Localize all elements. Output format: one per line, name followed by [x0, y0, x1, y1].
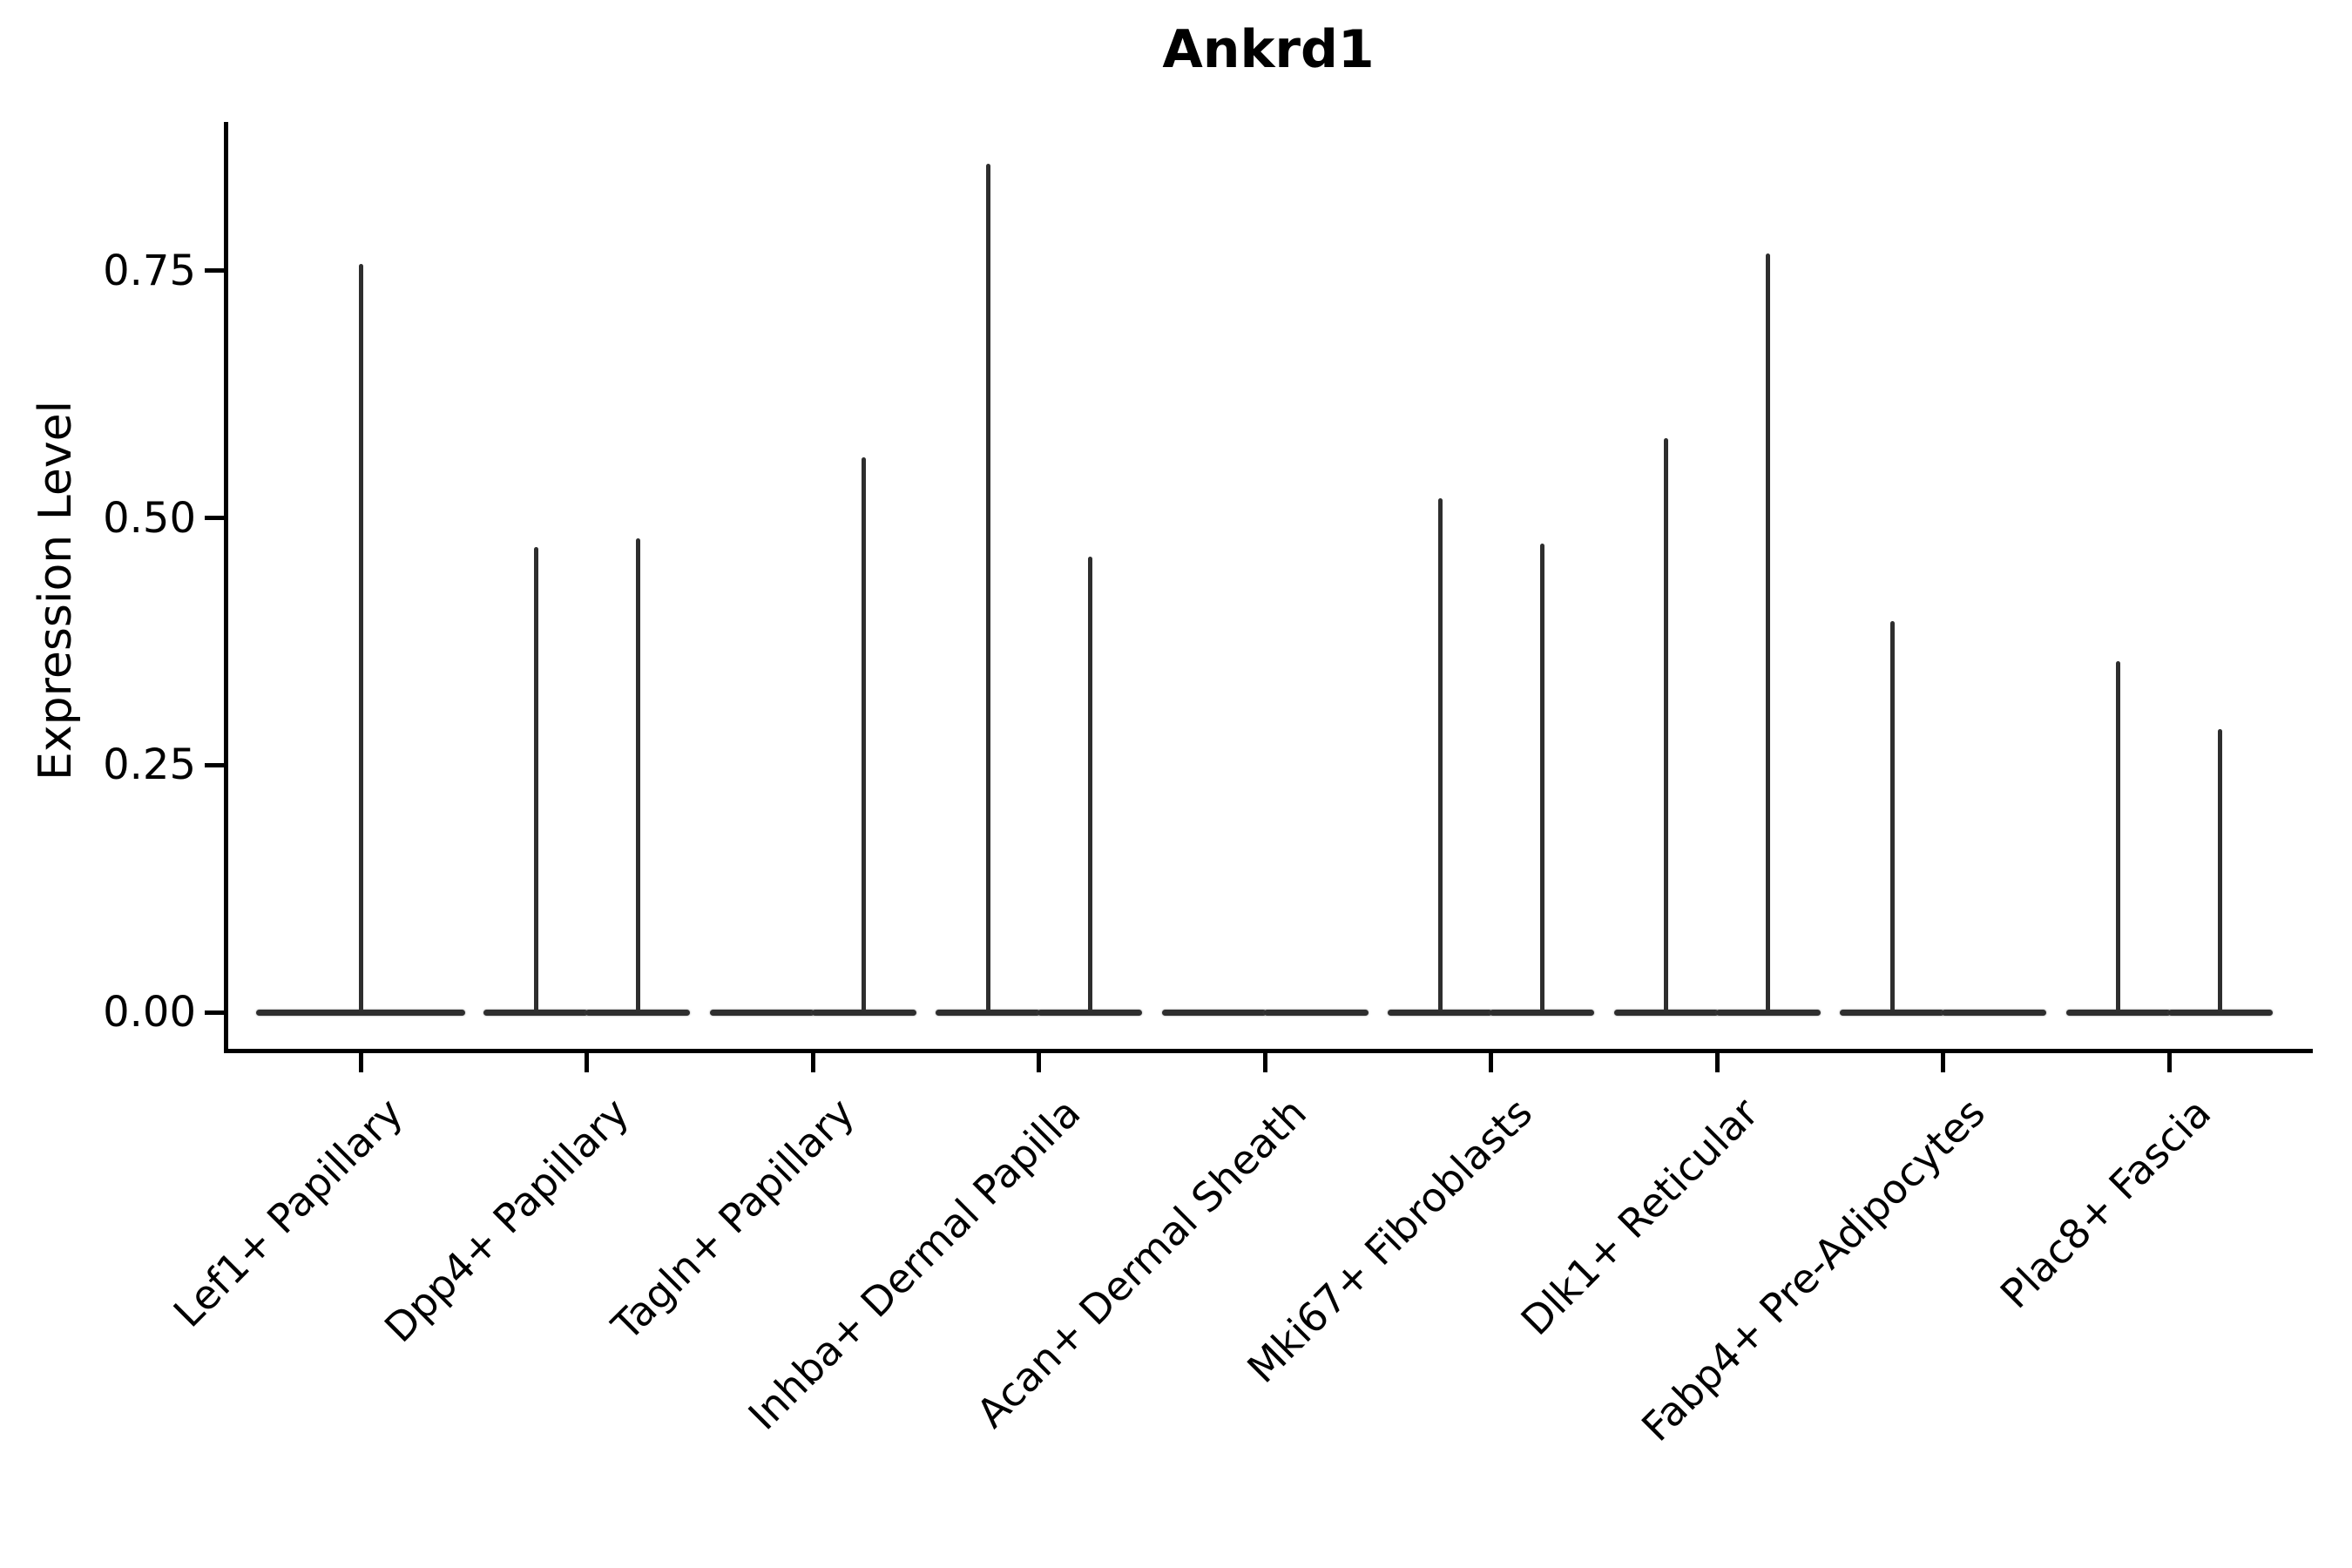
violin-max-spike — [1087, 556, 1092, 1012]
x-tick-mark — [810, 1053, 815, 1072]
violin-density-base — [1388, 1009, 1492, 1016]
y-tick-label: 0.75 — [103, 246, 196, 295]
x-tick-label: Dlk1+ Reticular — [1511, 1089, 1768, 1345]
violin-density-base — [1037, 1009, 1142, 1016]
y-tick-mark — [205, 516, 224, 521]
y-tick-mark — [205, 762, 224, 767]
violin-density-base — [936, 1009, 1040, 1016]
violin-density-base — [1161, 1009, 1267, 1016]
x-tick-mark — [1489, 1053, 1493, 1072]
violin-density-base — [483, 1009, 588, 1016]
chart-title: Ankrd1 — [1162, 19, 1375, 80]
violin-density-base — [1263, 1009, 1369, 1016]
x-tick-mark — [1037, 1053, 1041, 1072]
x-tick-mark — [358, 1053, 363, 1072]
y-tick-label: 0.00 — [103, 988, 196, 1037]
violin-density-base — [1942, 1009, 2046, 1016]
violin-max-spike — [358, 264, 363, 1012]
violin-max-spike — [2116, 661, 2120, 1012]
x-tick-label: Plac8+ Fascia — [1990, 1089, 2220, 1318]
violin-max-spike — [1437, 497, 1443, 1012]
violin-density-base — [709, 1009, 814, 1016]
y-tick-mark — [205, 1010, 224, 1015]
violin-max-spike — [1766, 253, 1770, 1012]
x-tick-mark — [1714, 1053, 1720, 1072]
y-tick-mark — [205, 268, 224, 274]
y-tick-label: 0.50 — [103, 493, 196, 543]
x-tick-mark — [1262, 1053, 1267, 1072]
violin-density-base — [585, 1009, 690, 1016]
violin-max-spike — [862, 457, 866, 1012]
x-tick-mark — [585, 1053, 589, 1072]
violin-density-base — [811, 1009, 916, 1016]
violin-max-spike — [1539, 544, 1544, 1012]
violin-max-spike — [2218, 729, 2222, 1012]
violin-density-base — [2065, 1009, 2171, 1016]
violin-density-base — [1715, 1009, 1821, 1016]
violin-density-base — [1613, 1009, 1719, 1016]
violin-density-base — [2167, 1009, 2273, 1016]
plot-area — [224, 122, 2313, 1053]
violin-density-base — [1840, 1009, 1944, 1016]
violin-max-spike — [1664, 437, 1668, 1012]
violin-max-spike — [985, 164, 990, 1012]
violin-max-spike — [635, 538, 640, 1012]
violin-max-spike — [533, 546, 538, 1012]
violin-density-base — [256, 1009, 465, 1016]
x-tick-label: Dpp4+ Papillary — [375, 1089, 638, 1352]
violin-max-spike — [1889, 620, 1895, 1012]
x-tick-mark — [1941, 1053, 1945, 1072]
x-tick-label: Tagln+ Papillary — [603, 1089, 864, 1349]
x-tick-mark — [2166, 1053, 2172, 1072]
y-axis-label: Expression Level — [30, 400, 82, 781]
violin-density-base — [1490, 1009, 1594, 1016]
y-tick-label: 0.25 — [103, 740, 196, 790]
x-tick-label: Lef1+ Papillary — [164, 1089, 412, 1336]
